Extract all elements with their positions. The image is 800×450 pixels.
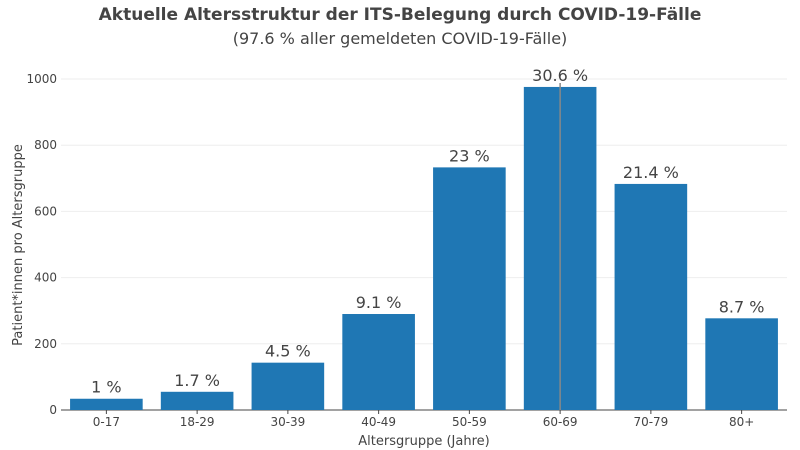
x-axis-title: Altersgruppe (Jahre) bbox=[358, 434, 489, 449]
y-tick-label: 800 bbox=[34, 138, 57, 152]
y-tick-label: 400 bbox=[34, 271, 57, 285]
bar-data-label: 8.7 % bbox=[719, 297, 765, 316]
x-tick-label: 60-69 bbox=[543, 415, 578, 429]
x-tick-label: 70-79 bbox=[633, 415, 668, 429]
bar-data-label: 23 % bbox=[449, 146, 490, 165]
x-tick-label: 40-49 bbox=[361, 415, 396, 429]
bar-data-label: 1.7 % bbox=[174, 371, 220, 390]
x-tick-label: 0-17 bbox=[93, 415, 120, 429]
y-tick-label: 200 bbox=[34, 337, 57, 351]
bar-18-29[interactable] bbox=[160, 391, 234, 410]
x-tick-label: 18-29 bbox=[180, 415, 215, 429]
chart-subtitle: (97.6 % aller gemeldeten COVID-19-Fälle) bbox=[232, 29, 568, 48]
y-tick-label: 0 bbox=[49, 403, 57, 417]
bar-70-79[interactable] bbox=[614, 183, 688, 410]
x-tick-label: 30-39 bbox=[270, 415, 305, 429]
x-tick-label: 50-59 bbox=[452, 415, 487, 429]
bar-data-label: 9.1 % bbox=[356, 293, 402, 312]
bar-data-label: 1 % bbox=[91, 378, 121, 397]
data-labels-group: 1 % 1.7 % 4.5 % 9.1 % 23 % 30.6 % 21.4 % 8.7 % bbox=[91, 66, 764, 410]
bar-data-label: 30.6 % bbox=[532, 66, 588, 85]
bar-data-label: 21.4 % bbox=[623, 163, 679, 182]
y-axis-title: Patient*innen pro Altersgruppe bbox=[11, 144, 26, 346]
y-tick-label: 600 bbox=[34, 204, 57, 218]
bar-50-59[interactable] bbox=[433, 167, 506, 410]
y-axis-ticks: 0 200 400 600 800 1000 bbox=[26, 72, 57, 417]
bar-data-label: 4.5 % bbox=[265, 342, 311, 361]
x-tick-label: 80+ bbox=[729, 415, 754, 429]
y-tick-label: 1000 bbox=[26, 72, 57, 86]
bar-80+[interactable] bbox=[705, 318, 778, 410]
bar-40-49[interactable] bbox=[342, 314, 415, 410]
chart-title: Aktuelle Altersstruktur der ITS-Belegung… bbox=[98, 5, 702, 25]
bars-group bbox=[70, 86, 778, 410]
bar-0-17[interactable] bbox=[70, 398, 143, 410]
bar-30-39[interactable] bbox=[251, 362, 325, 410]
x-axis-ticks: 0-17 18-29 30-39 40-49 50-59 60-69 70-79 80+ bbox=[93, 410, 754, 429]
